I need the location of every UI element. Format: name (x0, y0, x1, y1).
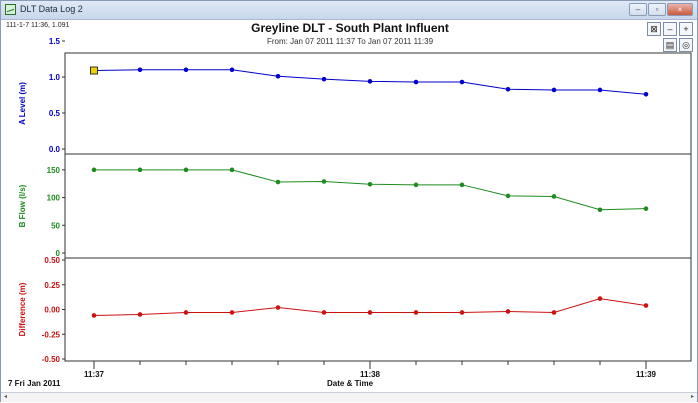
data-point (183, 67, 189, 73)
data-point (229, 167, 235, 173)
selected-data-point (90, 66, 98, 75)
date-label: 7 Fri Jan 2011 (8, 379, 61, 388)
y-tick-label: 1.5 (49, 37, 61, 46)
x-tick-label: 11:39 (636, 370, 657, 379)
y-tick-label: 0.0 (49, 145, 61, 154)
data-point (413, 182, 419, 188)
data-point (551, 87, 557, 93)
data-point (183, 167, 189, 173)
y-tick-label: -0.25 (42, 330, 61, 339)
data-point (459, 182, 465, 188)
x-axis-title: Date & Time (327, 379, 374, 388)
y-tick-label: 0 (56, 249, 61, 258)
y-tick-label: 50 (51, 221, 60, 230)
data-point (597, 87, 603, 93)
y-tick-label: -0.50 (42, 355, 61, 364)
data-point (643, 206, 649, 211)
zoom-in-icon: + (683, 24, 689, 34)
zoom-fit-icon: ⊠ (650, 24, 658, 34)
y-tick-label: 0.5 (49, 109, 61, 118)
minimize-button[interactable]: – (629, 3, 647, 16)
y-tick-label: 100 (47, 194, 61, 203)
app-chart-icon (5, 4, 16, 15)
plot-frame (64, 52, 692, 362)
maximize-button[interactable]: ▫ (648, 3, 666, 16)
data-point (91, 167, 97, 173)
zoom-out-button[interactable]: – (663, 22, 677, 36)
y-tick-label: 150 (47, 166, 61, 175)
data-point (137, 67, 143, 73)
chart-title: Greyline DLT - South Plant Influent (251, 21, 449, 35)
data-point (137, 167, 143, 173)
data-point (551, 194, 557, 199)
data-point (459, 79, 465, 85)
data-point (505, 309, 511, 314)
data-point (321, 310, 327, 315)
data-point (367, 181, 373, 187)
y-axis-label: Difference (m) (18, 282, 27, 336)
data-point (367, 310, 373, 315)
zoom-out-icon: – (667, 24, 673, 34)
window-controls: – ▫ × (629, 3, 693, 16)
data-point (275, 73, 281, 79)
y-tick-label: 1.0 (49, 73, 61, 82)
data-point (229, 67, 235, 73)
y-tick-label: 0.25 (44, 281, 60, 290)
title-bar[interactable]: DLT Data Log 2 – ▫ × (1, 1, 697, 20)
y-tick-label: 0.00 (44, 306, 60, 315)
horizontal-scrollbar[interactable]: ◂ ▸ (1, 392, 697, 402)
data-point (413, 79, 419, 85)
data-point (183, 310, 189, 315)
data-point (643, 91, 649, 97)
data-point (321, 76, 327, 82)
series-line (94, 169, 647, 211)
data-point (275, 179, 281, 185)
data-point (597, 207, 603, 213)
data-point (413, 310, 419, 315)
data-point (505, 86, 511, 92)
x-tick-label: 11:37 (84, 370, 105, 379)
settings-button[interactable]: ◎ (679, 38, 693, 52)
data-point (505, 193, 511, 199)
data-point (275, 305, 281, 310)
x-tick-label: 11:38 (360, 370, 381, 379)
zoom-fit-button[interactable]: ⊠ (647, 22, 661, 36)
page-icon: ▤ (665, 40, 675, 50)
data-point (367, 79, 373, 84)
data-point (321, 179, 327, 184)
scroll-left-icon[interactable]: ◂ (4, 394, 8, 400)
data-point (551, 310, 557, 315)
data-point (229, 310, 235, 315)
data-point (643, 303, 649, 308)
chart-subtitle: From: Jan 07 2011 11:37 To Jan 07 2011 1… (266, 37, 434, 46)
print-page-button[interactable]: ▤ (663, 38, 677, 52)
y-tick-label: 0.50 (44, 256, 60, 265)
y-axis-label: B Flow (l/s) (18, 184, 27, 227)
window-title: DLT Data Log 2 (20, 4, 83, 14)
data-point (459, 310, 465, 315)
y-axis-label: A Level (m) (18, 82, 27, 125)
data-point (597, 296, 603, 301)
data-point (91, 313, 97, 318)
settings-icon: ◎ (682, 40, 690, 50)
zoom-in-button[interactable]: + (679, 22, 693, 36)
close-button[interactable]: × (667, 3, 693, 16)
cursor-readout: 111-1-7 11:36, 1.091 (6, 22, 70, 29)
scroll-right-icon[interactable]: ▸ (690, 394, 694, 400)
data-point (137, 312, 143, 317)
